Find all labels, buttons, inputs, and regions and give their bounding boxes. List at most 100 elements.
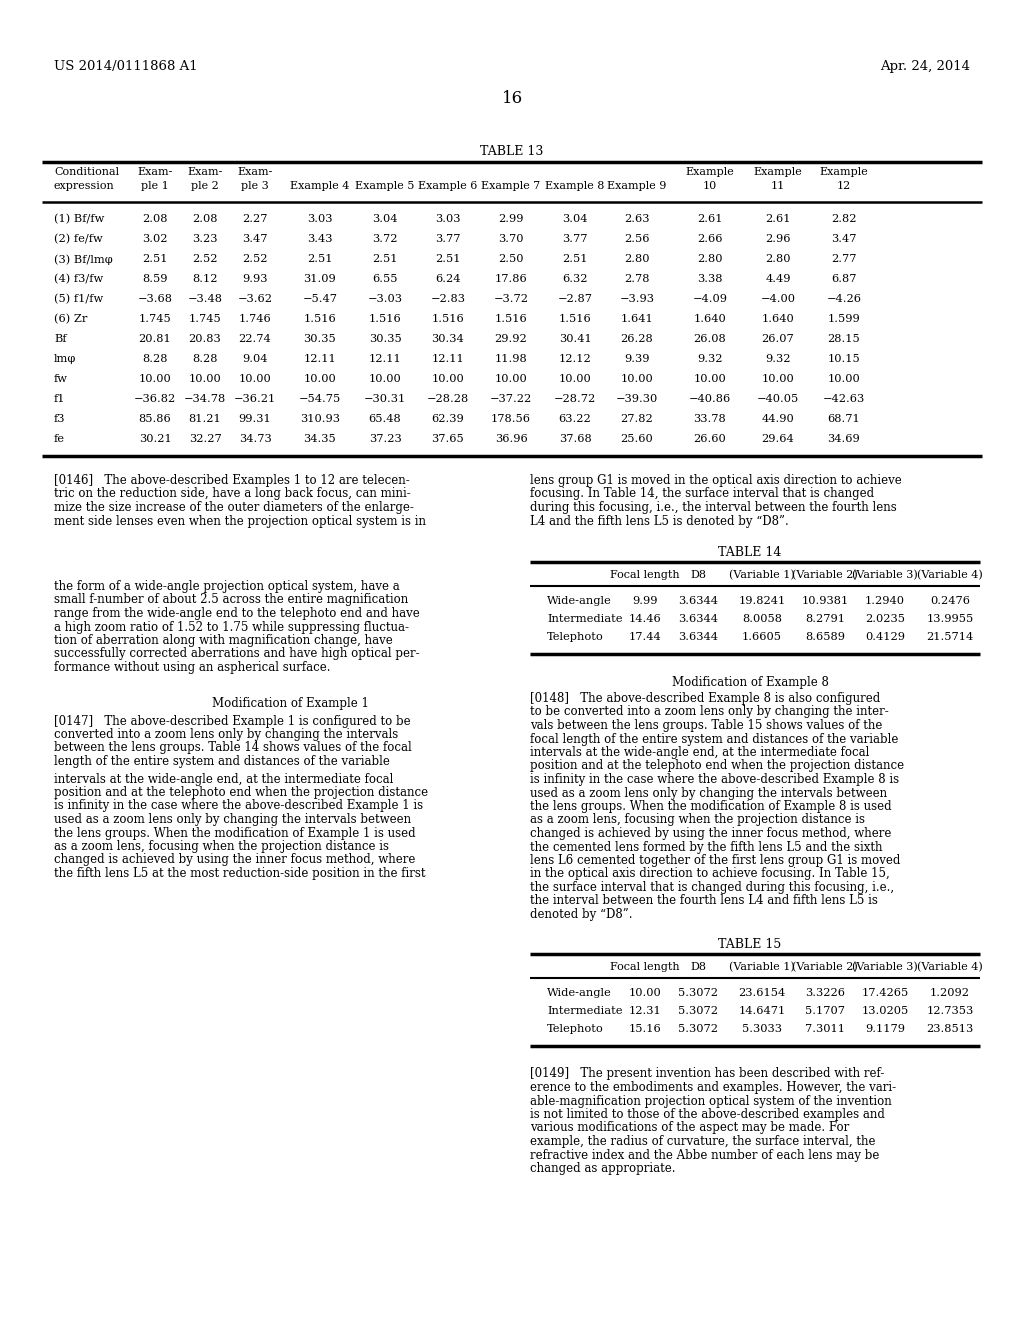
- Text: f1: f1: [54, 393, 66, 404]
- Text: 44.90: 44.90: [762, 414, 795, 424]
- Text: changed is achieved by using the inner focus method, where: changed is achieved by using the inner f…: [530, 828, 891, 840]
- Text: 2.80: 2.80: [765, 253, 791, 264]
- Text: 10.00: 10.00: [495, 374, 527, 384]
- Text: 12: 12: [837, 181, 851, 191]
- Text: 2.80: 2.80: [625, 253, 650, 264]
- Text: 4.49: 4.49: [765, 275, 791, 284]
- Text: 2.27: 2.27: [243, 214, 267, 224]
- Text: 2.52: 2.52: [193, 253, 218, 264]
- Text: 10: 10: [702, 181, 717, 191]
- Text: range from the wide-angle end to the telephoto end and have: range from the wide-angle end to the tel…: [54, 607, 420, 620]
- Text: fw: fw: [54, 374, 68, 384]
- Text: D8: D8: [690, 961, 706, 972]
- Text: 10.00: 10.00: [239, 374, 271, 384]
- Text: 5.3072: 5.3072: [678, 1006, 718, 1015]
- Text: position and at the telephoto end when the projection distance: position and at the telephoto end when t…: [54, 785, 428, 799]
- Text: 12.12: 12.12: [559, 354, 592, 364]
- Text: 12.11: 12.11: [369, 354, 401, 364]
- Text: 2.51: 2.51: [373, 253, 397, 264]
- Text: 2.52: 2.52: [243, 253, 267, 264]
- Text: Exam-: Exam-: [238, 168, 272, 177]
- Text: 6.87: 6.87: [831, 275, 857, 284]
- Text: 10.00: 10.00: [629, 987, 662, 998]
- Text: −42.63: −42.63: [823, 393, 865, 404]
- Text: 30.35: 30.35: [304, 334, 336, 345]
- Text: 9.39: 9.39: [625, 354, 650, 364]
- Text: 22.74: 22.74: [239, 334, 271, 345]
- Text: 10.00: 10.00: [138, 374, 171, 384]
- Text: −2.87: −2.87: [557, 294, 593, 304]
- Text: −28.72: −28.72: [554, 393, 596, 404]
- Text: 8.59: 8.59: [142, 275, 168, 284]
- Text: (Variable 1): (Variable 1): [729, 961, 795, 972]
- Text: focal length of the entire system and distances of the variable: focal length of the entire system and di…: [530, 733, 898, 746]
- Text: 8.2791: 8.2791: [805, 614, 845, 624]
- Text: (1) Bf/fw: (1) Bf/fw: [54, 214, 104, 224]
- Text: 2.08: 2.08: [193, 214, 218, 224]
- Text: 5.3072: 5.3072: [678, 1023, 718, 1034]
- Text: 10.00: 10.00: [827, 374, 860, 384]
- Text: 1.516: 1.516: [369, 314, 401, 323]
- Text: 3.03: 3.03: [435, 214, 461, 224]
- Text: −2.83: −2.83: [430, 294, 466, 304]
- Text: the lens groups. When the modification of Example 1 is used: the lens groups. When the modification o…: [54, 826, 416, 840]
- Text: 34.73: 34.73: [239, 434, 271, 444]
- Text: 7.3011: 7.3011: [805, 1023, 845, 1034]
- Text: the cemented lens formed by the fifth lens L5 and the sixth: the cemented lens formed by the fifth le…: [530, 841, 883, 854]
- Text: (Variable 3): (Variable 3): [852, 961, 918, 972]
- Text: 13.9955: 13.9955: [927, 614, 974, 624]
- Text: (Variable 3): (Variable 3): [852, 570, 918, 581]
- Text: Focal length: Focal length: [610, 961, 680, 972]
- Text: 3.70: 3.70: [499, 234, 523, 244]
- Text: in the optical axis direction to achieve focusing. In Table 15,: in the optical axis direction to achieve…: [530, 867, 890, 880]
- Text: (4) f3/fw: (4) f3/fw: [54, 275, 103, 284]
- Text: 12.31: 12.31: [629, 1006, 662, 1015]
- Text: 26.28: 26.28: [621, 334, 653, 345]
- Text: (Variable 4): (Variable 4): [918, 570, 983, 581]
- Text: is infinity in the case where the above-described Example 8 is: is infinity in the case where the above-…: [530, 774, 899, 785]
- Text: [0147]   The above-described Example 1 is configured to be: [0147] The above-described Example 1 is …: [54, 714, 411, 727]
- Text: 6.32: 6.32: [562, 275, 588, 284]
- Text: denoted by “D8”.: denoted by “D8”.: [530, 908, 633, 921]
- Text: 3.6344: 3.6344: [678, 632, 718, 642]
- Text: 3.43: 3.43: [307, 234, 333, 244]
- Text: L4 and the fifth lens L5 is denoted by “D8”.: L4 and the fifth lens L5 is denoted by “…: [530, 515, 788, 528]
- Text: −39.30: −39.30: [615, 393, 658, 404]
- Text: D8: D8: [690, 570, 706, 579]
- Text: 2.56: 2.56: [625, 234, 650, 244]
- Text: Wide-angle: Wide-angle: [547, 987, 611, 998]
- Text: Exam-: Exam-: [137, 168, 173, 177]
- Text: 37.68: 37.68: [559, 434, 592, 444]
- Text: −3.48: −3.48: [187, 294, 222, 304]
- Text: a high zoom ratio of 1.52 to 1.75 while suppressing fluctua-: a high zoom ratio of 1.52 to 1.75 while …: [54, 620, 409, 634]
- Text: 2.82: 2.82: [831, 214, 857, 224]
- Text: −40.86: −40.86: [689, 393, 731, 404]
- Text: the interval between the fourth lens L4 and fifth lens L5 is: the interval between the fourth lens L4 …: [530, 895, 878, 908]
- Text: 12.11: 12.11: [304, 354, 336, 364]
- Text: Example 7: Example 7: [481, 181, 541, 191]
- Text: Modification of Example 8: Modification of Example 8: [672, 676, 828, 689]
- Text: is infinity in the case where the above-described Example 1 is: is infinity in the case where the above-…: [54, 800, 423, 813]
- Text: 85.86: 85.86: [138, 414, 171, 424]
- Text: successfully corrected aberrations and have high optical per-: successfully corrected aberrations and h…: [54, 648, 420, 660]
- Text: is not limited to those of the above-described examples and: is not limited to those of the above-des…: [530, 1107, 885, 1121]
- Text: 1.2092: 1.2092: [930, 987, 970, 998]
- Text: 2.63: 2.63: [625, 214, 650, 224]
- Text: 15.16: 15.16: [629, 1023, 662, 1034]
- Text: refractive index and the Abbe number of each lens may be: refractive index and the Abbe number of …: [530, 1148, 880, 1162]
- Text: 310.93: 310.93: [300, 414, 340, 424]
- Text: 30.34: 30.34: [432, 334, 464, 345]
- Text: 3.6344: 3.6344: [678, 614, 718, 624]
- Text: Modification of Example 1: Modification of Example 1: [212, 697, 369, 710]
- Text: (6) Zr: (6) Zr: [54, 314, 87, 325]
- Text: 32.27: 32.27: [188, 434, 221, 444]
- Text: 62.39: 62.39: [432, 414, 464, 424]
- Text: position and at the telephoto end when the projection distance: position and at the telephoto end when t…: [530, 759, 904, 772]
- Text: 9.32: 9.32: [697, 354, 723, 364]
- Text: 12.7353: 12.7353: [927, 1006, 974, 1015]
- Text: lmφ: lmφ: [54, 354, 77, 364]
- Text: 34.35: 34.35: [304, 434, 336, 444]
- Text: 8.28: 8.28: [193, 354, 218, 364]
- Text: −3.72: −3.72: [494, 294, 528, 304]
- Text: Example 9: Example 9: [607, 181, 667, 191]
